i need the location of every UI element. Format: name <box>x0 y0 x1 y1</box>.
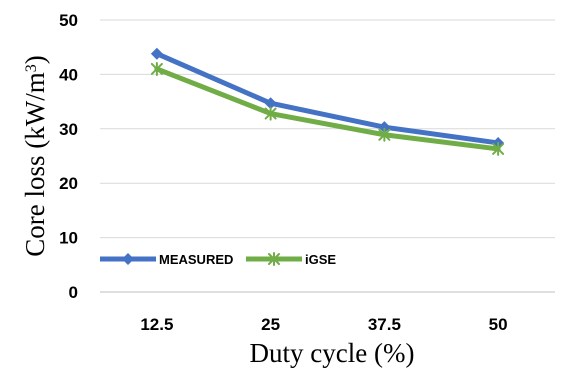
data-point <box>264 106 277 121</box>
y-tick-labels: 0 10 20 30 40 50 <box>59 11 78 302</box>
x-tick-label: 50 <box>489 315 508 334</box>
series-measured <box>150 47 505 149</box>
data-point <box>264 97 277 110</box>
legend: MEASURED iGSE <box>100 252 336 267</box>
legend-item: iGSE <box>246 252 336 267</box>
y-tick-label: 0 <box>69 283 78 302</box>
data-point <box>268 252 280 266</box>
x-axis-title: Duty cycle (%) <box>250 338 415 368</box>
x-tick-label: 12.5 <box>140 315 173 334</box>
data-point <box>150 47 163 60</box>
series-line <box>154 66 501 152</box>
x-tick-label: 37.5 <box>368 315 401 334</box>
y-axis-title: Core loss (kW/m3) <box>20 55 50 256</box>
y-tick-label: 50 <box>59 11 78 30</box>
y-axis-title-close: ) <box>20 55 50 64</box>
y-axis-title-main: Core loss (kW/m <box>20 72 50 256</box>
data-point <box>378 127 391 142</box>
y-axis-title-superscript: 3 <box>23 64 40 72</box>
y-tick-label: 20 <box>59 174 78 193</box>
series-igse <box>150 61 505 156</box>
data-point <box>492 141 505 156</box>
legend-label: MEASURED <box>159 252 233 267</box>
data-point <box>122 253 134 265</box>
y-tick-label: 30 <box>59 120 78 139</box>
y-tick-label: 40 <box>59 65 78 84</box>
series-line <box>154 51 501 146</box>
legend-item: MEASURED <box>100 252 233 267</box>
data-point <box>150 61 163 76</box>
x-tick-labels: 12.5 25 37.5 50 <box>140 315 507 334</box>
data-series <box>150 47 505 156</box>
data-point <box>378 121 391 134</box>
legend-label: iGSE <box>305 252 336 267</box>
y-tick-label: 10 <box>59 229 78 248</box>
x-tick-label: 25 <box>261 315 280 334</box>
